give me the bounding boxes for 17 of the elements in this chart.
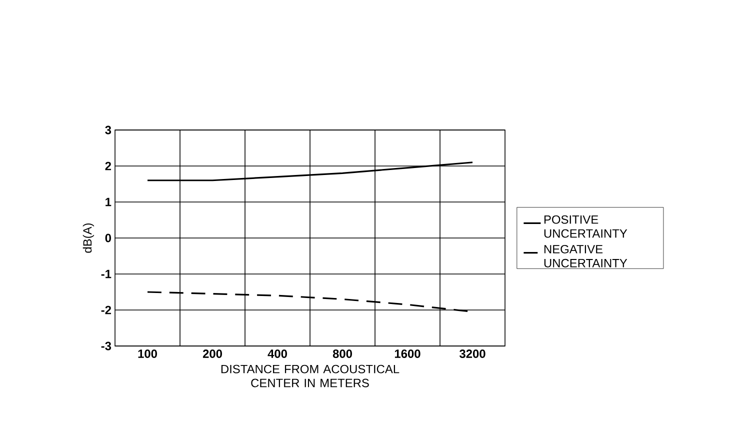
y-tick-label: 2 xyxy=(105,162,112,170)
y-axis-title: dB(A) xyxy=(82,223,94,253)
x-tick-label: 100 xyxy=(138,350,157,358)
x-tick-label: 200 xyxy=(202,350,222,358)
x-tick-label: 1600 xyxy=(394,350,420,358)
y-tick-label: 0 xyxy=(105,234,111,242)
y-tick-label: -1 xyxy=(101,270,112,278)
legend-label: NEGATIVE UNCERTAINTY xyxy=(544,244,628,268)
y-tick-label: 1 xyxy=(106,198,112,206)
y-tick-label: -2 xyxy=(101,306,112,314)
x-tick-label: 3200 xyxy=(459,350,486,358)
y-tick-label: 3 xyxy=(105,126,112,134)
x-axis-title: DISTANCE FROM ACOUSTICAL CENTER IN METERS xyxy=(221,364,400,388)
x-tick-label: 800 xyxy=(332,350,352,358)
x-tick-label: 400 xyxy=(268,350,287,358)
y-tick-label: -3 xyxy=(101,342,112,350)
legend-label: POSITIVE UNCERTAINTY xyxy=(544,215,628,238)
